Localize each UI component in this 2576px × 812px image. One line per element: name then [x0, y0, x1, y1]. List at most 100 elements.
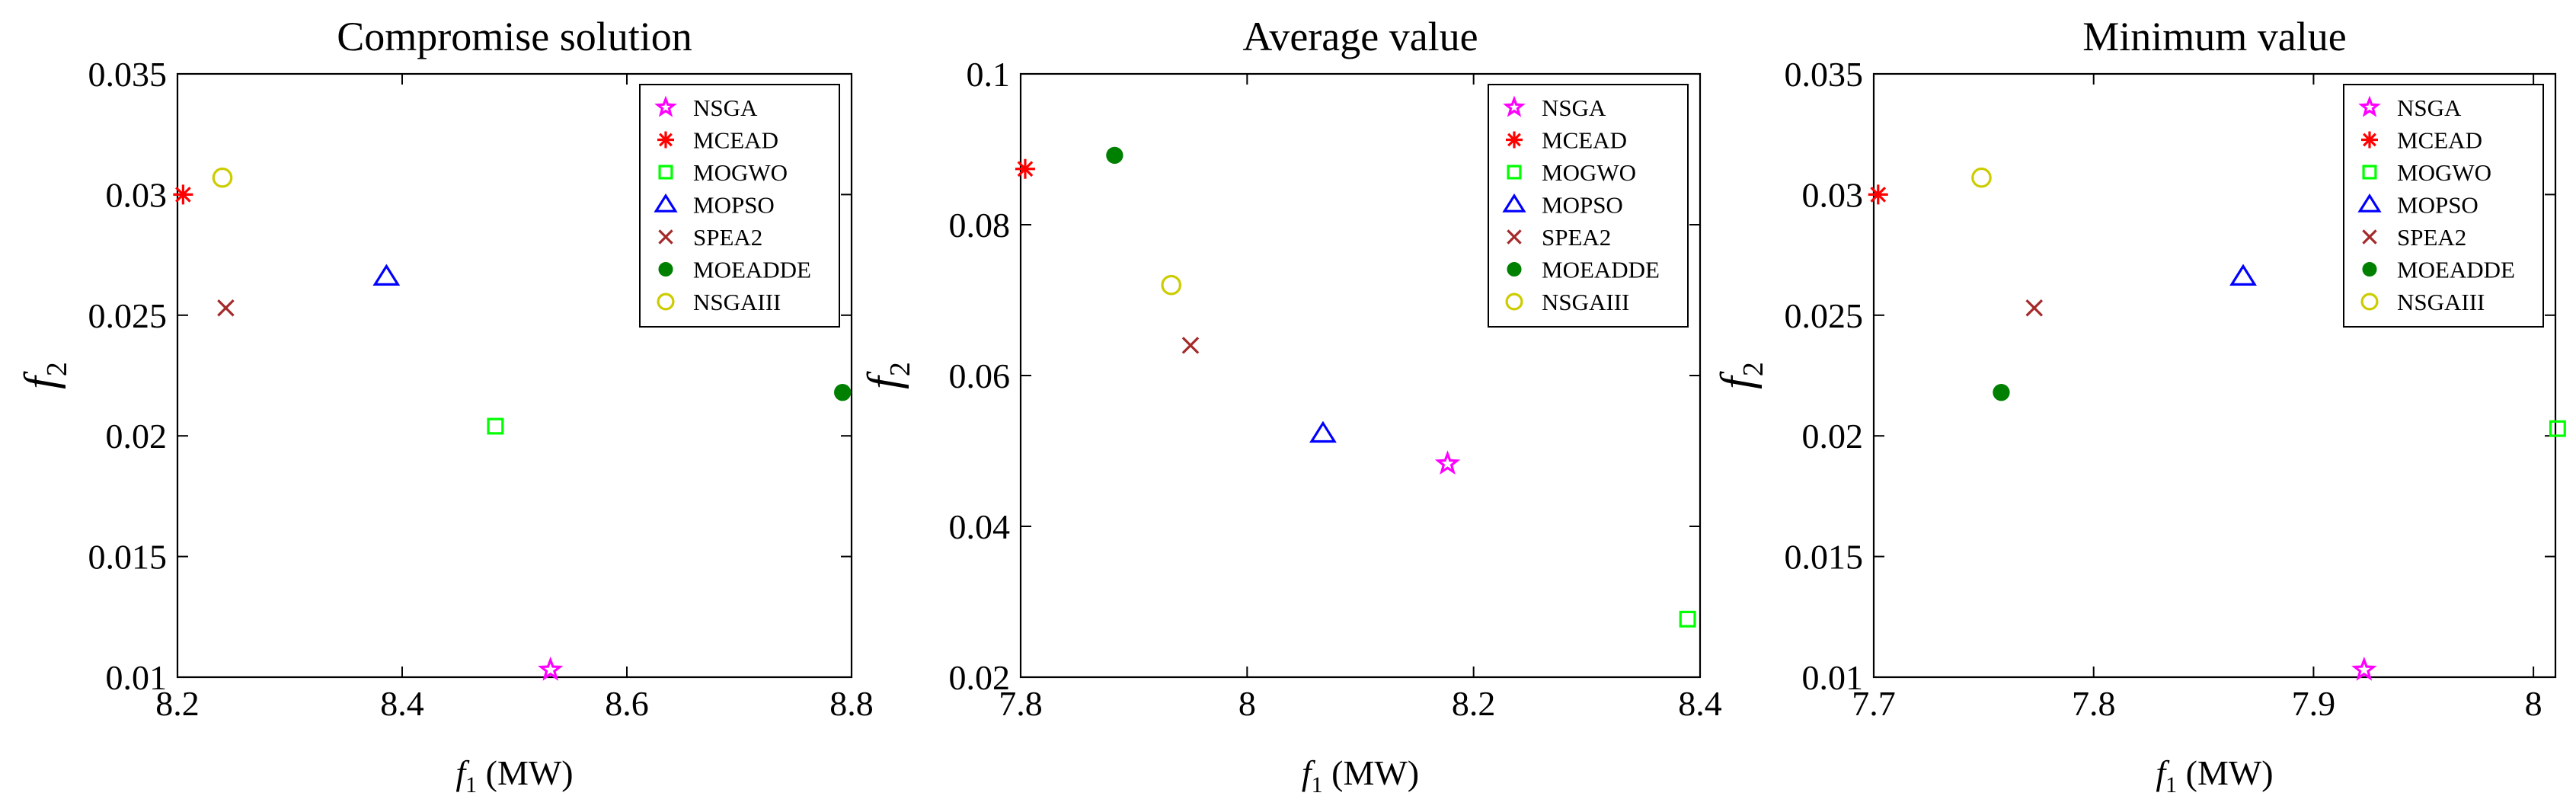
legend-label-mcead: MCEAD: [2397, 127, 2482, 154]
chart-title: Average value: [1242, 14, 1478, 59]
y-tick-label: 0.015: [1785, 538, 1864, 577]
y-tick-label: 0.025: [88, 296, 168, 335]
legend-label-nsga: NSGA: [1542, 94, 1606, 121]
y-tick-label: 0.025: [1785, 296, 1864, 335]
legend-label-mogwo: MOGWO: [693, 159, 788, 186]
x-tick-label: 8.4: [1678, 684, 1722, 723]
legend-marker-mogwo: [658, 165, 673, 180]
legend-label-mopso: MOPSO: [2397, 192, 2479, 219]
legend-label-moeadde: MOEADDE: [2397, 257, 2515, 283]
legend-label-spea2: SPEA2: [2397, 224, 2466, 251]
legend-label-mogwo: MOGWO: [2397, 159, 2491, 186]
legend-label-mcead: MCEAD: [1542, 127, 1627, 154]
legend-marker-nsga: [2358, 95, 2381, 117]
legend: NSGA MCEAD MOGWO MOPSO SPEA2 MOEADDE NSGAIII: [1488, 84, 1689, 328]
legend-marker-spea2: [658, 229, 673, 245]
data-point-spea2: [1181, 337, 1200, 354]
data-point-nsga: [1434, 450, 1461, 475]
y-tick-label: 0.015: [88, 538, 168, 577]
data-point-mogwo: [2549, 420, 2566, 437]
legend-marker-nsgaiii: [2360, 293, 2379, 311]
legend-marker-mogwo: [1507, 165, 1522, 180]
axes-box: [176, 72, 853, 679]
x-tick-label: 7.8: [2072, 684, 2116, 723]
y-axis-label: f2: [858, 362, 916, 389]
data-point-mogwo: [487, 417, 504, 435]
data-point-mcead: [173, 184, 193, 205]
y-tick-label: 0.035: [1785, 55, 1864, 94]
y-tick-label: 0.08: [949, 206, 1011, 245]
legend-marker-spea2: [2362, 229, 2377, 245]
data-point-nsgaiii: [1971, 167, 1992, 188]
x-tick-label: 8.2: [1452, 684, 1496, 723]
x-tick-label: 8: [2525, 684, 2542, 723]
legend-marker-nsgaiii: [1505, 293, 1523, 311]
legend-marker-mopso: [654, 193, 678, 213]
chart-title: Compromise solution: [337, 14, 692, 59]
data-point-mcead: [1868, 184, 1888, 205]
x-axis-label: f1 (MW): [1302, 753, 1419, 798]
legend-label-mcead: MCEAD: [693, 127, 778, 154]
legend-label-moeadde: MOEADDE: [693, 257, 811, 283]
data-point-mogwo: [1679, 610, 1696, 628]
chart-panel-2: Average value 7.8 8 8.2 8.4 0.02 0.04 0.06 0.08 0…: [858, 14, 1722, 798]
data-point-nsgaiii: [1161, 274, 1182, 296]
data-point-moeadde: [1106, 146, 1123, 165]
x-tick-label: 8.4: [380, 684, 424, 723]
legend-label-mopso: MOPSO: [693, 192, 775, 219]
legend-label-nsga: NSGA: [2397, 94, 2462, 121]
x-axis-label: f1 (MW): [455, 753, 573, 798]
legend-label-mogwo: MOGWO: [1542, 159, 1636, 186]
chart-title: Minimum value: [2082, 14, 2346, 59]
data-point-mcead: [1015, 158, 1035, 179]
legend-marker-nsgaiii: [657, 293, 675, 311]
y-axis-label: f2: [15, 362, 73, 389]
chart-panel-1: Compromise solution 8.2 8.4 8.6 8.8 0.01 0.015…: [15, 14, 874, 798]
x-tick-label: 8.8: [829, 684, 874, 723]
y-tick-label: 0.02: [949, 658, 1011, 697]
legend-marker-mopso: [1502, 193, 1526, 213]
legend-label-moeadde: MOEADDE: [1542, 257, 1660, 283]
data-point-moeadde: [834, 384, 852, 401]
x-tick-label: 8: [1238, 684, 1256, 723]
legend-marker-nsga: [1503, 95, 1526, 117]
data-point-mopso: [2229, 264, 2257, 286]
data-point-mopso: [372, 264, 401, 286]
legend-marker-mogwo: [2362, 165, 2377, 180]
legend-marker-moeadde: [658, 261, 673, 277]
legend: NSGA MCEAD MOGWO MOPSO SPEA2 MOEADDE NSGAIII: [639, 84, 840, 328]
data-point-nsga: [537, 656, 564, 681]
y-tick-label: 0.03: [1802, 175, 1864, 214]
chart-panel-3: Minimum value 7.7 7.8 7.9 8 0.01 0.015 0.02 0.02…: [1711, 14, 2566, 798]
data-point-nsga: [2351, 656, 2377, 681]
data-point-nsgaiii: [212, 167, 233, 188]
x-tick-label: 7.7: [1852, 684, 1896, 723]
legend-label-spea2: SPEA2: [1542, 224, 1611, 251]
x-tick-label: 7.9: [2292, 684, 2336, 723]
y-tick-label: 0.06: [949, 356, 1011, 395]
legend-marker-mcead: [2361, 131, 2378, 149]
axes-box: [1872, 72, 2557, 679]
y-tick-label: 0.035: [88, 55, 168, 94]
y-tick-label: 0.03: [106, 175, 168, 214]
y-tick-label: 0.02: [106, 417, 168, 456]
legend-label-nsgaiii: NSGAIII: [693, 289, 781, 315]
data-point-mopso: [1309, 420, 1337, 443]
y-tick-label: 0.02: [1802, 417, 1864, 456]
x-axis-label: f1 (MW): [2156, 753, 2273, 798]
y-tick-label: 0.04: [949, 507, 1011, 546]
legend-label-spea2: SPEA2: [693, 224, 762, 251]
legend-marker-mopso: [2357, 193, 2382, 213]
data-point-spea2: [217, 299, 235, 317]
legend-marker-mcead: [1506, 131, 1523, 149]
legend-marker-moeadde: [1507, 261, 1522, 277]
y-tick-label: 0.01: [106, 658, 168, 697]
legend-label-nsga: NSGA: [693, 94, 758, 121]
y-tick-label: 0.01: [1802, 658, 1864, 697]
y-axis-label: f2: [1711, 362, 1769, 389]
legend-marker-mcead: [657, 131, 674, 149]
x-tick-label: 7.8: [999, 684, 1043, 723]
y-tick-label: 0.1: [967, 55, 1011, 94]
data-point-moeadde: [1993, 384, 2010, 401]
